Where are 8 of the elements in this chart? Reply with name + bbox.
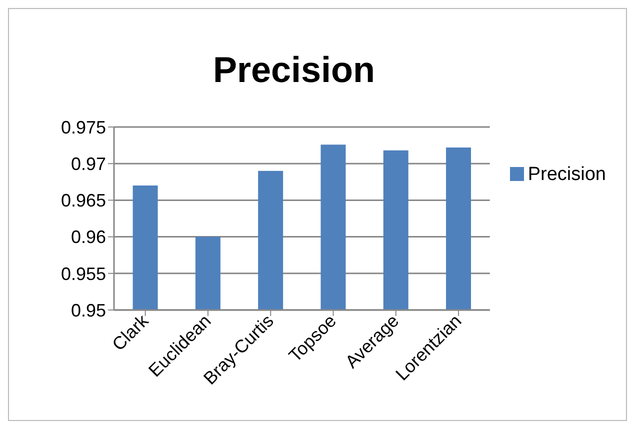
- y-tick-label: 0.975: [60, 117, 106, 138]
- y-tick-label: 0.965: [60, 190, 106, 211]
- y-tick-label: 0.97: [70, 154, 106, 174]
- chart-title: Precision: [212, 49, 376, 91]
- y-tick-label: 0.955: [60, 264, 106, 284]
- y-tick-label: 0.95: [70, 300, 106, 320]
- legend-label: Precision: [528, 164, 606, 184]
- y-tick-label: 0.96: [70, 227, 106, 248]
